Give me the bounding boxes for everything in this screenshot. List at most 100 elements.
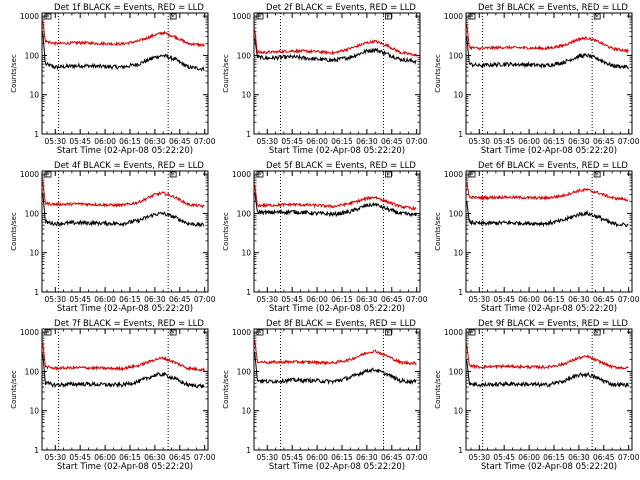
detector-chart-5: Det 5f BLACK = Events, RED = LLD 1 10 100 10… xyxy=(222,161,428,314)
event-marker-box xyxy=(256,13,264,20)
x-tick-label: 06:00 xyxy=(306,295,328,304)
event-marker-box xyxy=(44,171,52,178)
x-tick-label: 06:45 xyxy=(593,295,615,304)
x-tick-label: 05:30 xyxy=(468,295,490,304)
x-tick-label: 06:15 xyxy=(119,453,141,462)
x-tick-label: 05:45 xyxy=(281,137,303,146)
chart-title: Det 9f BLACK = Events, RED = LLD xyxy=(478,319,628,329)
x-tick-label: 06:15 xyxy=(119,137,141,146)
event-marker-label: E xyxy=(171,331,175,337)
y-axis-label: Counts/sec xyxy=(10,54,18,93)
event-marker-label: E xyxy=(470,331,474,337)
x-tick-label: 06:00 xyxy=(306,137,328,146)
y-tick-label: 100 xyxy=(25,367,40,376)
y-tick-label: 1000 xyxy=(20,170,39,179)
x-tick-label: 05:30 xyxy=(44,295,66,304)
event-marker-label: E xyxy=(386,15,390,21)
x-tick-label: 06:00 xyxy=(518,137,540,146)
y-axis-label: Counts/sec xyxy=(434,370,442,409)
x-tick-label: 05:45 xyxy=(493,453,515,462)
y-tick-label: 10 xyxy=(241,249,251,258)
y-tick-label: 10 xyxy=(29,249,39,258)
event-marker-box xyxy=(385,329,392,336)
y-tick-label: 100 xyxy=(25,209,40,218)
event-marker-box xyxy=(169,13,177,20)
x-tick-label: 06:00 xyxy=(518,453,540,462)
y-tick-label: 100 xyxy=(237,209,252,218)
x-tick-label: 05:30 xyxy=(256,137,278,146)
x-tick-label: 06:15 xyxy=(543,295,565,304)
x-tick-label: 05:45 xyxy=(69,137,91,146)
series-line-events xyxy=(254,192,417,218)
x-tick-label: 06:30 xyxy=(568,137,590,146)
x-tick-label: 06:30 xyxy=(568,453,590,462)
x-tick-label: 06:30 xyxy=(144,453,166,462)
detector-chart-2: Det 2f BLACK = Events, RED = LLD 1 10 100 10… xyxy=(222,3,428,156)
x-tick-label: 06:45 xyxy=(169,453,191,462)
event-marker-box xyxy=(385,171,392,178)
x-axis-label: Start Time (02-Apr-08 05:22:20) xyxy=(57,462,193,472)
y-tick-label: 100 xyxy=(449,51,464,60)
x-axis-label: Start Time (02-Apr-08 05:22:20) xyxy=(57,146,193,156)
y-axis-label: Counts/sec xyxy=(434,54,442,93)
plot-frame xyxy=(253,328,421,451)
plot-frame xyxy=(253,170,421,293)
y-tick-label: 10 xyxy=(29,407,39,416)
x-tick-label: 07:00 xyxy=(406,137,428,146)
x-axis-label: Start Time (02-Apr-08 05:22:20) xyxy=(57,304,193,314)
y-tick-label: 10 xyxy=(241,91,251,100)
event-marker-box xyxy=(468,13,476,20)
series-line-lld xyxy=(254,184,417,211)
series-line-events xyxy=(254,352,417,386)
x-tick-label: 07:00 xyxy=(406,295,428,304)
x-tick-label: 06:30 xyxy=(356,453,378,462)
event-marker-box xyxy=(593,13,601,20)
event-marker-label: E xyxy=(595,173,599,179)
event-marker-label: E xyxy=(258,331,262,337)
event-marker-label: E xyxy=(46,173,50,179)
y-tick-label: 1 xyxy=(34,130,39,139)
x-tick-label: 06:15 xyxy=(119,295,141,304)
detector-chart-8: Det 8f BLACK = Events, RED = LLD 1 10 100 10… xyxy=(222,319,428,472)
series-line-lld xyxy=(466,23,629,54)
y-tick-label: 10 xyxy=(29,91,39,100)
chart-title: Det 2f BLACK = Events, RED = LLD xyxy=(266,3,416,13)
series-line-lld xyxy=(254,340,417,366)
event-marker-label: E xyxy=(171,15,175,21)
event-marker-box xyxy=(44,329,52,336)
x-tick-label: 06:15 xyxy=(331,295,353,304)
x-tick-label: 06:15 xyxy=(543,137,565,146)
series-line-lld xyxy=(466,182,629,202)
y-axis-label: Counts/sec xyxy=(10,370,18,409)
event-marker-box xyxy=(256,329,264,336)
x-tick-label: 06:30 xyxy=(356,295,378,304)
x-tick-label: 06:00 xyxy=(94,453,116,462)
event-marker-label: E xyxy=(258,173,262,179)
x-tick-label: 05:30 xyxy=(256,295,278,304)
x-tick-label: 07:00 xyxy=(194,453,216,462)
x-tick-label: 05:30 xyxy=(468,453,490,462)
y-tick-label: 100 xyxy=(237,51,252,60)
event-marker-box xyxy=(169,329,177,336)
x-tick-label: 06:30 xyxy=(144,137,166,146)
y-tick-label: 1000 xyxy=(20,12,39,21)
detector-chart-1: Det 1f BLACK = Events, RED = LLD 1 10 100 10… xyxy=(10,3,216,156)
y-tick-label: 1000 xyxy=(232,12,251,21)
x-tick-label: 06:15 xyxy=(331,453,353,462)
y-axis-label: Counts/sec xyxy=(222,54,230,93)
y-tick-label: 1 xyxy=(246,446,251,455)
y-tick-label: 10 xyxy=(453,91,463,100)
x-tick-label: 06:45 xyxy=(381,295,403,304)
plot-frame xyxy=(465,328,633,451)
event-marker-label: E xyxy=(171,173,175,179)
x-tick-label: 06:45 xyxy=(381,453,403,462)
y-tick-label: 10 xyxy=(453,407,463,416)
y-tick-label: 100 xyxy=(237,367,252,376)
y-tick-label: 1 xyxy=(458,288,463,297)
x-tick-label: 05:30 xyxy=(44,453,66,462)
y-tick-label: 1 xyxy=(458,130,463,139)
chart-title: Det 6f BLACK = Events, RED = LLD xyxy=(478,161,628,171)
x-tick-label: 05:30 xyxy=(44,137,66,146)
x-tick-label: 06:15 xyxy=(331,137,353,146)
